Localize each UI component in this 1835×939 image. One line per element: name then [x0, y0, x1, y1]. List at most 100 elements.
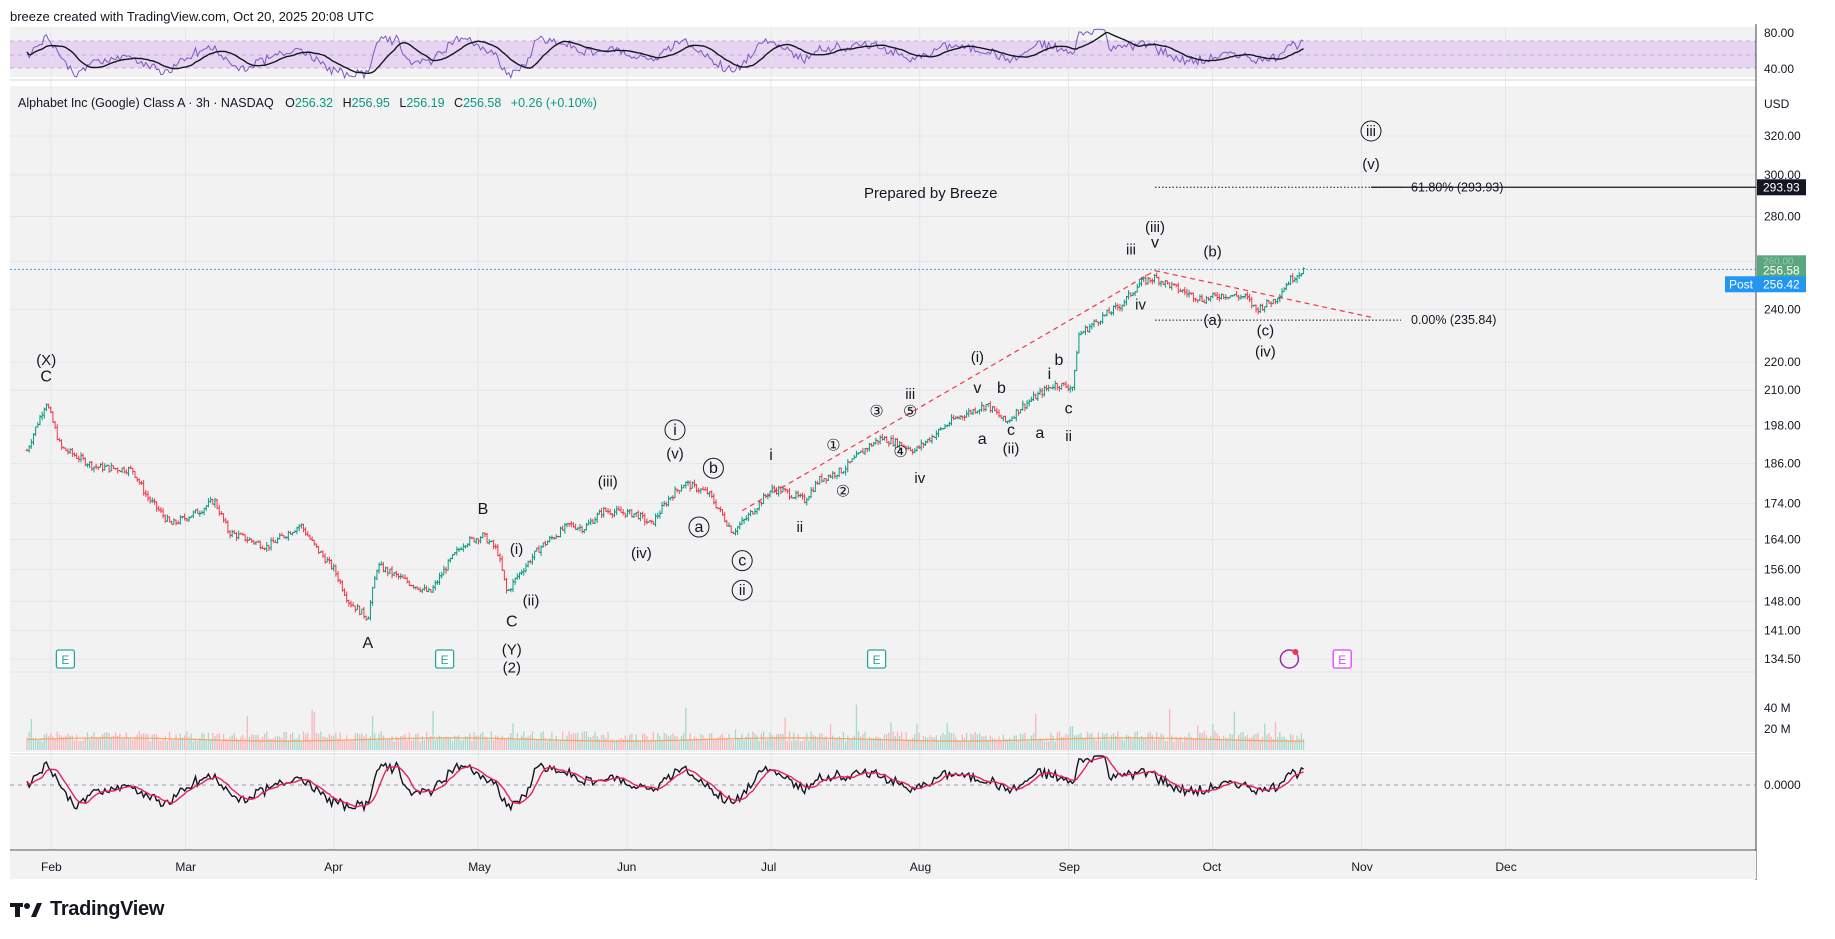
ohlc-bars[interactable] — [25, 267, 1306, 621]
trend-lines[interactable] — [741, 270, 1372, 512]
volume-tick-label: 20 M — [1764, 722, 1791, 736]
price-tick-label: 174.00 — [1764, 497, 1801, 511]
price-tick-label: 156.00 — [1764, 563, 1801, 577]
rsi-tick-label: 40.00 — [1764, 62, 1794, 76]
time-tick-label: Dec — [1495, 860, 1516, 874]
rsi-line — [26, 28, 1304, 80]
wave-label: ii — [796, 519, 803, 536]
wave-label: ② — [836, 484, 850, 501]
price-chart[interactable]: 61.80% (293.93)0.00% (235.84) (X) C A B (i) (… — [0, 0, 1835, 890]
earnings-icon[interactable] — [55, 649, 76, 669]
macd-signal-line — [26, 756, 1304, 808]
macd-axis-ticks: 0.0000 — [1764, 778, 1801, 792]
time-tick-label: Jul — [761, 860, 776, 874]
wave-label: i — [769, 447, 773, 464]
wave-label: B — [478, 501, 489, 518]
wave-label-circle — [664, 419, 686, 441]
earnings-label: E — [873, 653, 881, 667]
earnings-icon[interactable] — [434, 649, 455, 669]
tradingview-logo-icon — [10, 902, 42, 917]
trend-line[interactable] — [741, 270, 1156, 512]
low-label: L — [399, 96, 406, 110]
price-pane[interactable] — [10, 86, 1756, 672]
time-tick-label: May — [468, 860, 491, 874]
wave-label: c — [1065, 401, 1073, 418]
wave-label: (iv) — [631, 545, 652, 562]
spark-event-icon[interactable] — [1279, 649, 1300, 669]
time-axis-ticks[interactable]: Feb Mar Apr May Jun Jul Aug Sep Oct Nov Dec — [41, 860, 1517, 874]
rsi-ma-line — [26, 31, 1304, 75]
close-value: 256.58 — [463, 96, 501, 110]
macd-pane[interactable] — [10, 756, 1756, 850]
rsi-tick-label: 80.00 — [1764, 26, 1794, 40]
time-tick-label: Aug — [910, 860, 931, 874]
grid — [10, 27, 1756, 850]
wave-label: c — [1007, 422, 1015, 439]
price-tick-label: 300.00 — [1764, 168, 1801, 182]
price-tick-label: 240.00 — [1764, 303, 1801, 317]
target-price-value: 293.93 — [1763, 180, 1800, 194]
volume-bars — [26, 704, 1305, 750]
price-tick-label: 141.00 — [1764, 624, 1801, 638]
wave-label-circle — [731, 550, 753, 572]
earnings-label: E — [1338, 653, 1346, 667]
wave-label: b — [1055, 352, 1064, 369]
wave-label: (iii) — [598, 474, 618, 491]
fib-levels[interactable]: 61.80% (293.93)0.00% (235.84) — [1155, 180, 1756, 327]
rsi-axis-ticks: 80.00 40.00 — [1764, 26, 1794, 76]
earnings-icon[interactable] — [1332, 649, 1352, 669]
spark-event-dot — [1292, 649, 1299, 655]
time-tick-label: Feb — [41, 860, 62, 874]
trend-line[interactable] — [1154, 270, 1372, 318]
fib-level-label: 0.00% (235.84) — [1411, 313, 1496, 327]
wave-labels: (X)CAB(i)(ii)C(Y)(2)(iii)(iv)i(v)abciiii… — [36, 120, 1382, 677]
earnings-label: E — [61, 653, 69, 667]
volume-tick-label: 40 M — [1764, 701, 1791, 715]
open-value: 256.32 — [295, 96, 333, 110]
post-market-value: 256.42 — [1763, 277, 1800, 291]
wave-label: C — [506, 613, 518, 630]
volume-pane[interactable] — [10, 672, 1756, 752]
wave-label: ④ — [893, 444, 907, 461]
time-tick-label: Apr — [324, 860, 343, 874]
price-tick-label: 164.00 — [1764, 532, 1801, 546]
wave-label: A — [362, 635, 373, 652]
symbol-name[interactable]: Alphabet Inc (Google) Class A · 3h · NAS… — [18, 96, 274, 110]
brand-name: TradingView — [50, 898, 165, 920]
earnings-icon[interactable] — [866, 649, 887, 669]
price-tick-label: 220.00 — [1764, 355, 1801, 369]
wave-label: i — [673, 422, 677, 439]
price-tick-label: 320.00 — [1764, 129, 1801, 143]
ohlc-legend: Alphabet Inc (Google) Class A · 3h · NAS… — [18, 96, 597, 110]
wave-label: (c) — [1257, 322, 1275, 339]
wave-label: ③ — [869, 404, 883, 421]
tradingview-brand[interactable]: TradingView — [10, 898, 164, 921]
wave-label: (iii) — [1145, 219, 1165, 236]
earnings-label: E — [441, 653, 449, 667]
wave-label: (a) — [1203, 312, 1221, 329]
currency-label[interactable]: USD — [1764, 97, 1790, 111]
open-label: O — [285, 96, 295, 110]
wave-label: (Y) — [502, 642, 522, 659]
time-tick-label: Oct — [1203, 860, 1222, 874]
time-tick-label: Sep — [1059, 860, 1081, 874]
high-value: 256.95 — [352, 96, 390, 110]
wave-label: (X) — [36, 352, 56, 369]
close-label: C — [454, 96, 463, 110]
wave-label-circle — [1360, 120, 1382, 142]
wave-label: b — [709, 460, 718, 477]
wave-label: (v) — [666, 446, 684, 463]
wave-label: (v) — [1362, 156, 1380, 173]
wave-label: a — [1035, 425, 1044, 442]
time-axis[interactable] — [10, 851, 1756, 879]
wave-label: v — [1151, 235, 1159, 252]
wave-label: (i) — [971, 349, 984, 366]
wave-label: v — [973, 380, 981, 397]
wave-label: iv — [1135, 297, 1146, 314]
price-tick-label: 210.00 — [1764, 383, 1801, 397]
wave-label: c — [738, 553, 746, 570]
price-axis-ticks[interactable]: 320.00 300.00 280.00 260.00 240.00 220.00 210.… — [1764, 129, 1801, 666]
post-market-label: Post — [1729, 277, 1754, 291]
created-line: breeze created with TradingView.com, Oct… — [10, 9, 374, 24]
